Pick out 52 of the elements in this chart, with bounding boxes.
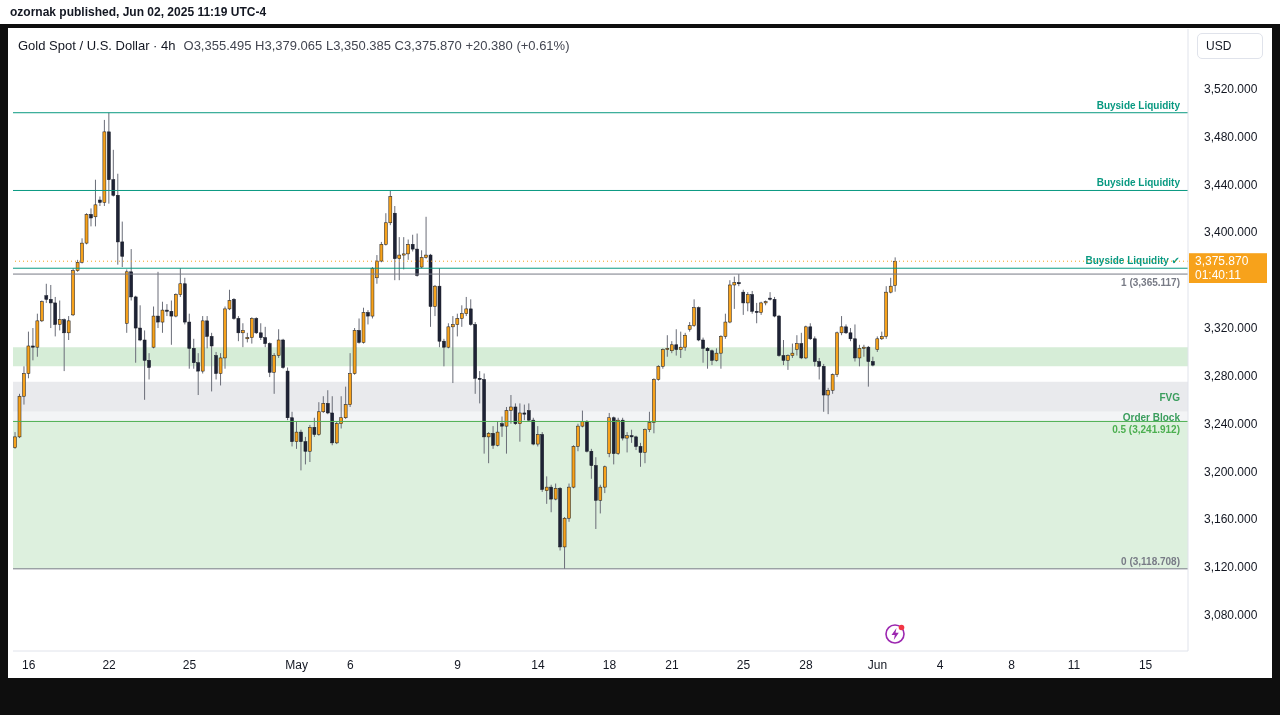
candlestick: [678, 331, 683, 359]
y-tick-label: 3,120.000: [1204, 560, 1258, 575]
x-tick-label: 9: [454, 658, 462, 672]
candlestick: [57, 300, 62, 331]
x-tick-label: 11: [1067, 658, 1081, 672]
y-tick-label: 3,440.000: [1204, 177, 1258, 192]
x-tick-label: 14: [531, 658, 545, 672]
x-tick-label: 25: [736, 658, 751, 672]
ref-line-label: 0.5 (3,241.912): [1112, 424, 1180, 436]
y-tick-label: 3,280.000: [1204, 368, 1258, 383]
x-tick-label: 18: [602, 658, 617, 672]
text: 01:40:11: [1189, 268, 1267, 284]
candlestick: [44, 283, 49, 304]
x-tick-label: May: [285, 658, 309, 672]
text: Gold Spot / U.S. Dollar · 4h: [18, 38, 176, 53]
y-tick-label: 3,200.000: [1204, 464, 1258, 479]
y-tick-label: 3,320.000: [1204, 321, 1258, 336]
x-tick-label: 8: [1008, 658, 1016, 672]
x-tick-label: 6: [346, 658, 354, 672]
y-tick-label: 3,480.000: [1204, 129, 1258, 144]
y-tick-label: 3,080.000: [1204, 608, 1258, 623]
candlestick: [495, 420, 500, 447]
band-label: Order Block: [1122, 411, 1181, 423]
candlestick: [93, 179, 98, 227]
y-axis-title: USD: [1197, 33, 1263, 59]
x-tick-label: 28: [799, 658, 814, 672]
x-tick-label: 4: [936, 658, 944, 672]
candlestick: [745, 291, 750, 312]
y-tick-label: 3,160.000: [1204, 512, 1258, 527]
y-tick-label: 3,520.000: [1204, 81, 1258, 96]
ref-line-label: Buyside Liquidity: [1096, 99, 1181, 111]
ref-line-label: 3,375.870: [1195, 254, 1249, 269]
candlestick: [66, 315, 71, 341]
candlestick: [741, 289, 746, 316]
x-tick-label: 22: [102, 658, 117, 672]
x-tick-label: 16: [21, 658, 36, 672]
x-tick-label: Jun: [867, 658, 888, 672]
y-tick-label: 3,240.000: [1204, 416, 1258, 431]
ref-line-label: Buyside Liquidity: [1096, 177, 1181, 189]
band-label: FVG: [1159, 391, 1181, 403]
ref-line-label: Buyside Liquidity ✔: [1085, 255, 1180, 267]
y-tick-label: 3,400.000: [1204, 225, 1258, 240]
candlestick: [294, 420, 299, 450]
text: ozornak published, Jun 02, 2025 11:19 UTC-4: [10, 5, 267, 19]
candlestick: [866, 345, 871, 388]
x-tick-label: 21: [665, 658, 679, 672]
ref-line-label: 1 (3,365.117): [1121, 277, 1180, 289]
text: O3,355.495 H3,379.065 L3,350.385 C3,375.870 +20.380 (+0.61%): [183, 38, 570, 53]
candlestick: [142, 329, 147, 401]
x-tick-label: 15: [1138, 658, 1153, 672]
ref-line-label: 0 (3,118.708): [1121, 555, 1180, 567]
x-tick-label: 25: [182, 658, 197, 672]
